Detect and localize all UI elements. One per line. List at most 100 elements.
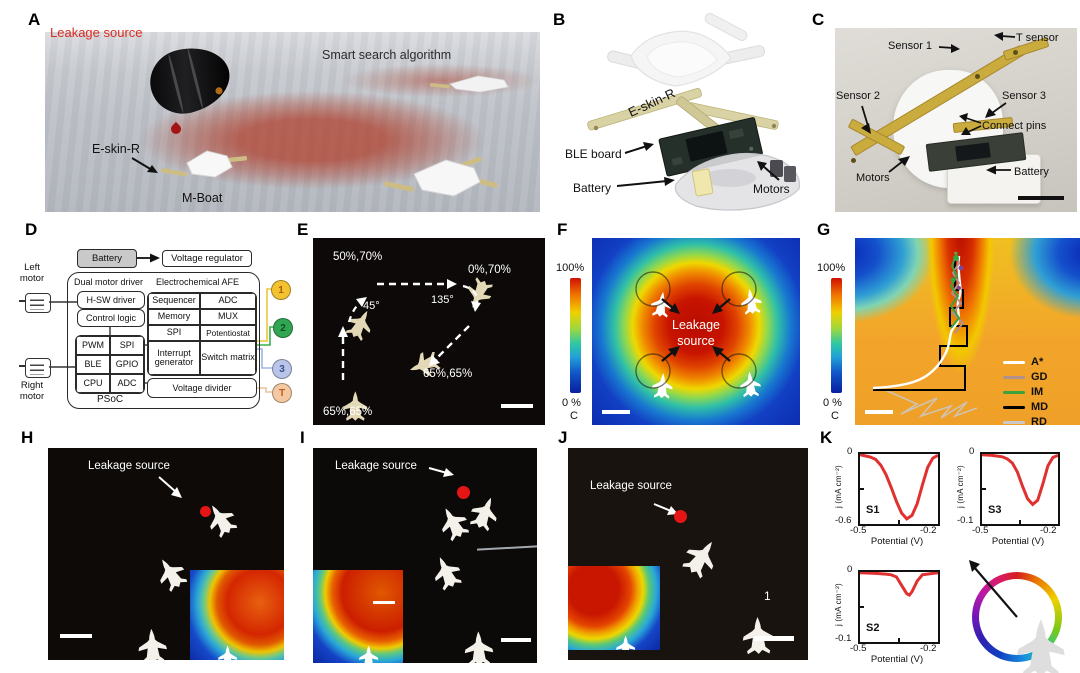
rotation-arrows [635,271,757,389]
right-motor-icon [19,358,51,378]
scale-bar [1018,196,1064,200]
angle-label: 45° [363,300,380,312]
panel-d: D Battery Voltage regulator Dual motor d… [0,215,320,427]
path-astar [872,255,962,390]
barrel-ring [167,54,185,113]
sensor1-label: Sensor 1 [888,40,933,52]
battery-label-b: Battery [573,181,612,195]
left-motor-label: Left motor [19,262,45,284]
barrel-bung [214,86,224,96]
arrow-icon [757,161,780,181]
arrow-icon [986,165,1011,175]
mboat-distant [429,75,509,93]
tick [898,638,900,642]
tick [898,520,900,524]
s2-curve [860,572,938,642]
legend-row: IM [1003,386,1043,398]
s3-ytick-top: 0 [969,446,975,457]
s1-ytick-top: 0 [847,446,853,457]
afe-grid: Sequencer ADC Memory MUX SPI Potentiosta… [147,292,257,376]
voltage-regulator-block: Voltage regulator [162,250,252,267]
mboat-label: M-Boat [182,191,223,205]
s3-name: S3 [988,504,1002,516]
legend-row: MD [1003,401,1048,413]
legend-swatch [1003,420,1025,424]
voltage-divider-text: Voltage divider [172,383,232,393]
s2-plot-box: S2 [858,570,940,644]
s1-name: S1 [866,504,880,516]
legend-label: GD [1031,371,1048,383]
afe-cell: Potentiostat [200,325,256,341]
leakage-dot [457,486,470,499]
colorbar [831,278,842,393]
leakage-source-label: Leakage source [335,460,417,472]
psoc-label: PSoC [97,394,124,405]
mcu-cell: GPIO [110,355,144,374]
panel-k: K j (mA cm⁻²) 0 -0.6 S1 -0.5 -0.2 Potent… [820,427,1080,673]
s2-xtick-left: -0.5 [850,643,867,654]
angle-label: 135° [431,294,454,306]
mboat-right [384,156,498,197]
leakage-source-text: Leakage source [592,318,800,349]
afe-cell: Memory [148,309,200,325]
diagram-wires [49,253,273,393]
colorbar-min: 0 % [562,397,581,409]
panel-a: A [0,0,545,215]
control-logic-text: Control logic [85,313,137,323]
s1-curve [860,454,938,524]
legend-row: RD [1003,416,1047,425]
sensor-pad [975,74,980,79]
colorbar-max: 100% [556,262,585,274]
legend-swatch [1003,405,1025,409]
t-sensor-label: T sensor [1016,32,1059,44]
panel-f-label: F [557,220,568,239]
search-paths [872,251,978,419]
panel-h-photo: Leakage source [48,448,284,660]
s2-ytick-top: 0 [847,564,853,575]
scale-bar [865,410,893,414]
legend-label: IM [1031,386,1044,398]
afe-cell: Sequencer [148,293,200,309]
oil-barrel [143,39,237,121]
mcu-cell: CPU [76,374,110,393]
s1-ylabel: j (mA cm⁻²) [834,465,843,509]
boat-icon [433,502,473,544]
panel-h-label: H [21,428,34,447]
panel-e: E 50%,70% 0%,70% 45° 135° 65%,65% [290,215,548,427]
hsw-driver-text: H-SW driver [86,295,136,305]
panel-f-heatmap: Leakage source [592,238,800,425]
path-im [949,251,961,329]
psoc-outline [67,272,260,409]
port-1-text: 1 [278,284,284,296]
leakage-source-label: Leakage source [88,460,170,472]
inset-scale-bar [373,601,395,604]
panel-h: H Leakage source [0,427,290,673]
voltage-regulator-text: Voltage regulator [171,253,243,264]
s3-xlabel: Potential (V) [991,536,1045,547]
sensor2-label: Sensor 2 [836,90,881,102]
panel-c-photo [835,28,1077,212]
colorbar [570,278,581,393]
scale-bar [501,404,533,408]
arrow-icon [428,467,454,477]
battery-block-d: Battery [77,249,137,268]
colorbar-unit: C [570,410,578,422]
port-3-text: 3 [279,363,285,375]
panel-j: J Leakage source 1 [555,427,820,673]
leakage-source-label: Leakage source [590,480,672,492]
arrow-icon [131,157,158,173]
heatmap-inset [190,570,284,660]
port-2: 2 [273,318,293,338]
mcu-cell: ADC [110,374,144,393]
right-motor-label: Right motor [19,380,45,402]
s2-xtick-right: -0.2 [920,643,937,654]
panel-c: C Sensor 1 T sensor Sensor 2 Sensor 3 Co… [810,0,1080,215]
legend-swatch [1003,390,1025,394]
mcu-cell: SPI [110,336,144,355]
legend-swatch [1003,375,1025,379]
s1-xlabel: Potential (V) [870,536,924,547]
leakage-line1: Leakage [672,318,720,332]
leakage-dot [200,506,211,517]
legend-label: RD [1031,416,1047,425]
